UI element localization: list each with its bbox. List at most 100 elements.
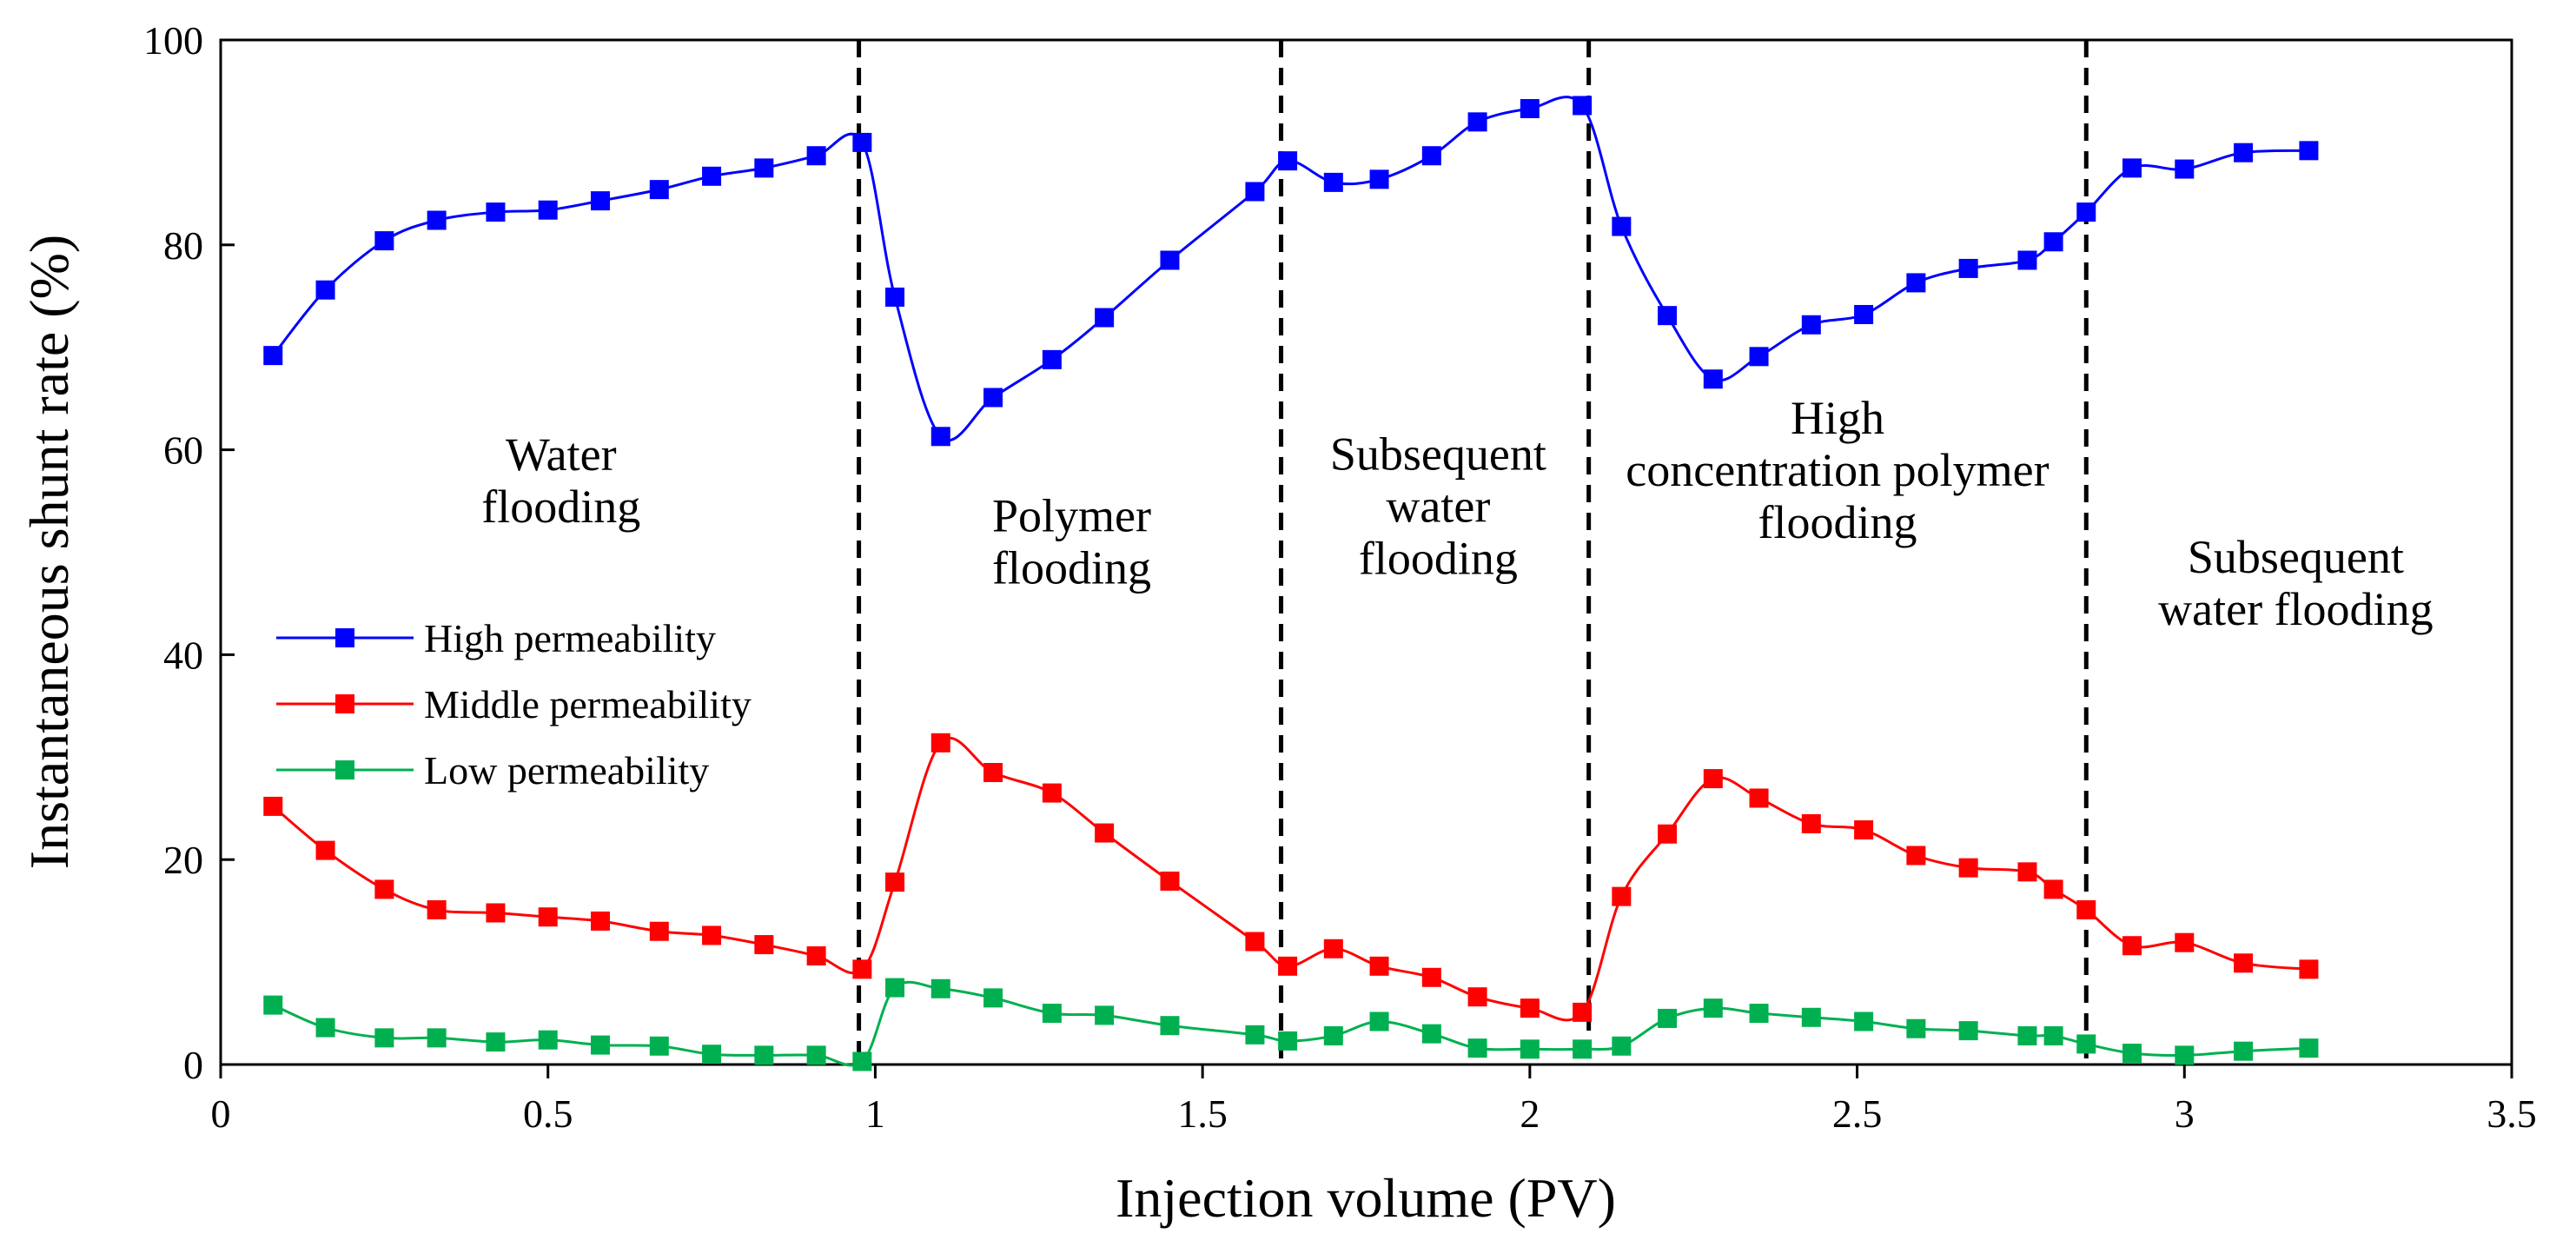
data-point — [315, 840, 335, 860]
data-point — [1421, 967, 1441, 987]
data-point — [263, 346, 283, 366]
phase-label: Water flooding — [481, 428, 640, 533]
x-tick-label: 2 — [1520, 1091, 1540, 1136]
data-point — [2299, 1038, 2319, 1058]
x-axis-title: Injection volume (PV) — [1116, 1167, 1616, 1229]
data-point — [2122, 936, 2142, 956]
data-point — [885, 287, 905, 307]
data-point — [1749, 1004, 1769, 1024]
data-point — [1854, 820, 1874, 840]
data-point — [930, 978, 950, 998]
phase-label: Subsequent water flooding — [2158, 531, 2433, 635]
data-point — [852, 1051, 872, 1071]
data-point — [1323, 939, 1343, 958]
data-point — [2017, 250, 2037, 270]
data-point — [2076, 1034, 2096, 1054]
data-point — [1612, 886, 1632, 906]
x-tick-label: 2.5 — [1832, 1091, 1883, 1136]
x-tick-label: 1.5 — [1177, 1091, 1228, 1136]
data-point — [806, 146, 826, 166]
data-point — [374, 231, 394, 251]
y-axis-title: Instantaneous shunt rate (%) — [18, 235, 80, 869]
x-tick-label: 1 — [865, 1091, 885, 1136]
data-point — [2043, 879, 2063, 899]
data-point — [1245, 1025, 1265, 1045]
legend-marker — [335, 694, 354, 713]
data-point — [2299, 141, 2319, 161]
data-point — [1095, 1005, 1115, 1025]
data-point — [538, 1030, 558, 1050]
data-point — [1467, 987, 1487, 1007]
phase-label: Subsequent water flooding — [1330, 428, 1546, 584]
data-point — [2122, 158, 2142, 178]
data-point — [1573, 1039, 1593, 1059]
data-point — [1160, 1016, 1180, 1036]
x-axis-ticks: 0 0.5 1 1.5 2 2.5 3 3.5 — [211, 1065, 2537, 1136]
data-point — [930, 733, 950, 753]
data-point — [1703, 769, 1723, 789]
y-tick-label: 0 — [183, 1043, 203, 1087]
data-point — [1369, 956, 1389, 976]
series-layer — [263, 96, 2319, 1071]
legend-marker — [335, 628, 354, 647]
data-point — [885, 872, 905, 892]
data-point — [315, 280, 335, 300]
data-point — [1369, 1012, 1389, 1031]
data-point — [702, 925, 722, 945]
x-tick-label: 0 — [211, 1091, 231, 1136]
data-point — [1573, 1002, 1593, 1022]
data-point — [1421, 146, 1441, 166]
legend-label: Low permeability — [424, 748, 709, 793]
y-axis-ticks: 0 20 40 60 80 100 — [143, 18, 235, 1087]
data-point — [2175, 1045, 2195, 1065]
data-point — [2234, 1041, 2254, 1061]
data-point — [590, 911, 610, 931]
data-point — [1958, 858, 1978, 878]
legend-label: High permeability — [424, 616, 716, 660]
data-point — [1323, 1025, 1343, 1045]
data-point — [1612, 1036, 1632, 1056]
series-low-permeability — [263, 978, 2319, 1071]
data-point — [1749, 347, 1769, 367]
data-point — [1703, 369, 1723, 389]
data-point — [754, 158, 774, 178]
data-point — [2234, 143, 2254, 163]
data-point — [1854, 1012, 1874, 1031]
data-point — [1278, 151, 1298, 171]
series-middle-permeability — [263, 733, 2319, 1022]
data-point — [427, 899, 447, 919]
data-point — [263, 796, 283, 816]
data-point — [374, 1028, 394, 1048]
data-point — [538, 907, 558, 927]
legend-item-high-permeability: High permeability — [276, 616, 716, 660]
data-point — [2234, 953, 2254, 973]
data-point — [1160, 871, 1180, 891]
x-tick-label: 3 — [2175, 1091, 2195, 1136]
data-point — [983, 762, 1003, 782]
data-point — [806, 1045, 826, 1065]
data-point — [427, 210, 447, 230]
data-point — [1245, 932, 1265, 952]
data-point — [1801, 813, 1821, 833]
data-point — [1801, 1007, 1821, 1027]
y-tick-label: 100 — [143, 18, 203, 63]
data-point — [2076, 899, 2096, 919]
data-point — [806, 946, 826, 966]
phase-label: High concentration polymer flooding — [1626, 392, 2049, 548]
data-point — [1278, 1031, 1298, 1051]
legend: High permeability Middle permeability Low … — [276, 616, 752, 793]
legend-marker — [335, 760, 354, 779]
data-point — [315, 1018, 335, 1038]
data-point — [1658, 824, 1678, 844]
data-point — [2017, 1025, 2037, 1045]
data-point — [2122, 1044, 2142, 1064]
data-point — [852, 959, 872, 979]
data-point — [1323, 172, 1343, 192]
data-point — [1245, 182, 1265, 202]
phase-label: Polymer flooding — [992, 490, 1151, 594]
series-high-permeability — [263, 96, 2319, 447]
data-point — [1520, 98, 1540, 118]
data-point — [1467, 1038, 1487, 1058]
data-point — [2175, 932, 2195, 952]
